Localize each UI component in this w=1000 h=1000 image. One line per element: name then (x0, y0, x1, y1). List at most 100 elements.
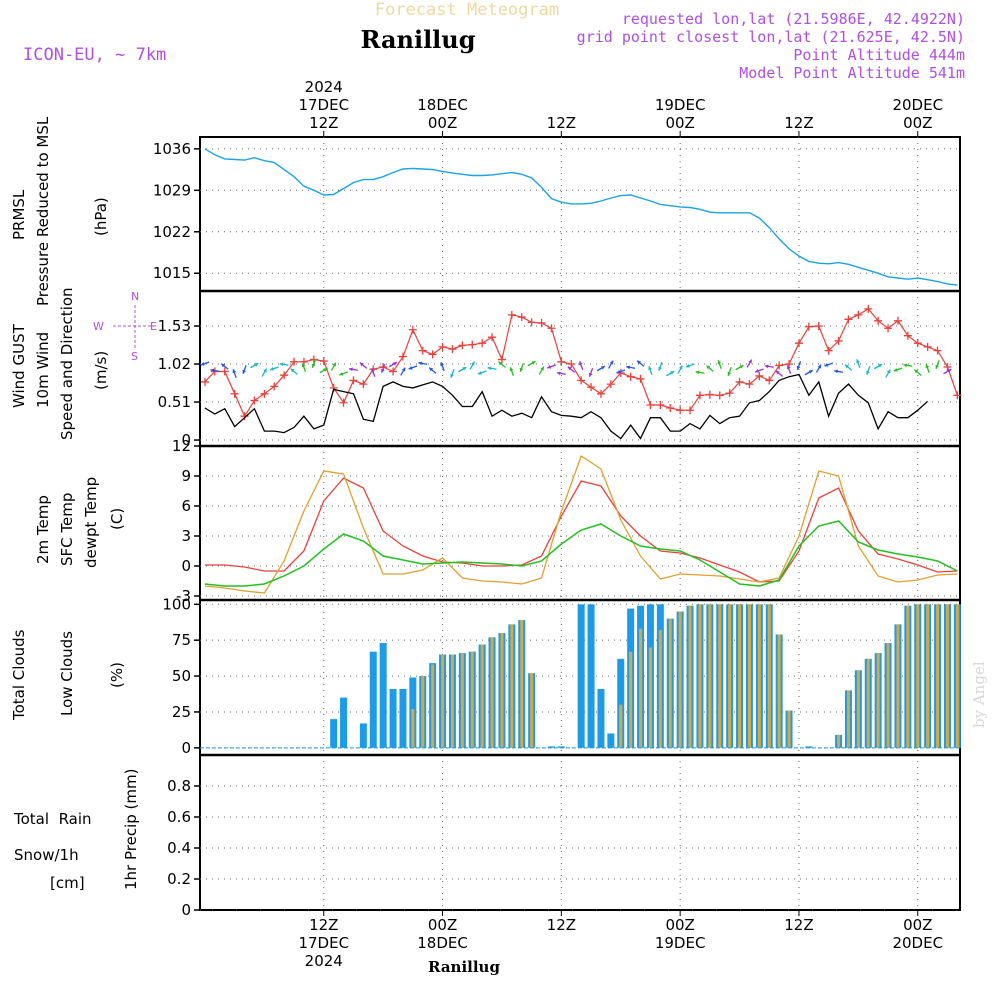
wind-arrow-head (242, 369, 247, 374)
gust-marker (557, 357, 566, 366)
compass-south: S (131, 350, 138, 363)
wind-arrow-head (519, 367, 524, 372)
wind-arrow-head (947, 369, 952, 373)
pressure-ytick-label: 1029 (153, 181, 191, 199)
gust-marker (230, 389, 239, 398)
wind-direction-arrow (677, 365, 683, 374)
wind-direction-arrow (764, 364, 774, 369)
gust-marker (676, 406, 685, 415)
wind-direction-arrow (666, 370, 675, 377)
pressure-ytick-label: 1015 (153, 264, 191, 282)
precip-label-snow: Snow/1h (14, 846, 79, 864)
gust-marker (250, 396, 259, 405)
gust-marker (240, 412, 249, 421)
gust-marker (398, 352, 407, 361)
gust-marker (903, 331, 912, 340)
gust-marker (587, 383, 596, 392)
pressure-label-1: PRMSL (10, 189, 28, 240)
wind-direction-arrow (717, 360, 722, 369)
wind-arrow-head (450, 373, 454, 378)
gust-marker (418, 346, 427, 355)
wind-direction-arrow (685, 363, 695, 368)
wind-arrow-head (531, 361, 536, 365)
temp-label-3: dewpt Temp (82, 477, 100, 568)
wind-direction-arrow (301, 363, 307, 372)
wind-direction-arrow (626, 365, 636, 370)
total-cloud-bar (547, 746, 555, 748)
gust-marker (220, 367, 229, 376)
precip-frame (199, 754, 961, 911)
wind-direction-arrow (943, 368, 952, 375)
wind-direction-arrow (546, 364, 556, 369)
bottom-time-label: 00Z (665, 916, 694, 934)
gust-marker (913, 339, 922, 348)
low-cloud-bar (896, 624, 900, 748)
bottom-time-label: 12Z (309, 916, 338, 934)
total-cloud-bar (805, 746, 813, 748)
wind-direction-arrow (487, 366, 497, 371)
gust-marker (260, 389, 269, 398)
gust-marker (488, 333, 497, 342)
gust-marker (299, 357, 308, 366)
wind-direction-arrow (746, 359, 753, 368)
wind-arrow-head (903, 363, 908, 368)
wind-direction-arrow (844, 364, 853, 371)
low-cloud-bar (698, 604, 702, 748)
wind-direction-arrow (873, 363, 883, 370)
gust-marker (705, 390, 714, 399)
wind-arrow-head (856, 359, 860, 364)
wind-direction-arrow (885, 369, 891, 378)
wind-direction-arrow (269, 366, 279, 371)
top-time-label: 2024 (305, 78, 343, 96)
pressure-ytick-label: 1036 (153, 140, 191, 158)
wind-arrow-head (301, 363, 306, 368)
low-cloud-bar (886, 643, 890, 748)
gust-line (204, 308, 958, 418)
bottom-time-label: 2024 (305, 952, 343, 970)
wind-arrow-head (775, 370, 780, 375)
wind-arrow-head (290, 368, 295, 373)
temp-unit: (C) (108, 508, 126, 530)
wind-direction-arrow (250, 362, 259, 369)
wind-direction-arrow (388, 361, 398, 368)
gust-marker (527, 318, 536, 327)
wind-direction-arrow (220, 363, 229, 370)
wind-axis-labels: Wind GUST 10m Wind Speed and Direction (… (10, 287, 110, 440)
bottom-time-label: 12Z (784, 916, 813, 934)
low-cloud-bar (876, 653, 880, 748)
wind-direction-arrow (408, 365, 418, 370)
total-cloud-bar (587, 604, 595, 748)
wind-direction-arrow (567, 366, 576, 373)
pressure-frame (199, 136, 961, 292)
wind-arrow-head (893, 368, 898, 372)
panel-temperature: -3 0 3 6 9 12 (172, 437, 961, 605)
wind-direction-arrow (705, 365, 714, 372)
wind-direction-arrow (319, 367, 328, 374)
wind-direction-arrow (469, 361, 476, 370)
clouds-ytick-label: 50 (172, 667, 191, 685)
gust-marker (686, 406, 695, 415)
wind-arrow-head (270, 367, 274, 371)
wind-direction-arrow (608, 360, 614, 369)
wind-arrow-head (311, 363, 316, 368)
wind-direction-arrow (856, 359, 861, 368)
low-cloud-bar (856, 670, 860, 748)
wind-label-1: Wind GUST (10, 323, 28, 408)
gust-marker (626, 372, 635, 381)
compass-north: N (131, 290, 139, 303)
wind-arrow-head (925, 364, 930, 369)
top-time-label: 00Z (665, 114, 694, 132)
wind-arrow-head (648, 366, 652, 371)
gust-marker (804, 322, 813, 331)
total-cloud-bar (607, 733, 615, 748)
low-cloud-bar (777, 634, 781, 748)
wind-direction-arrow (519, 363, 524, 372)
low-cloud-bar (480, 644, 484, 748)
gust-marker (755, 371, 764, 380)
wind-direction-arrow (804, 369, 814, 376)
gust-marker (319, 357, 328, 366)
wind-arrow-head (567, 366, 572, 371)
low-cloud-bar (678, 611, 682, 748)
pressure-ytick-label: 1022 (153, 223, 191, 241)
model-label: ICON-EU, ~ 7km (23, 45, 166, 65)
